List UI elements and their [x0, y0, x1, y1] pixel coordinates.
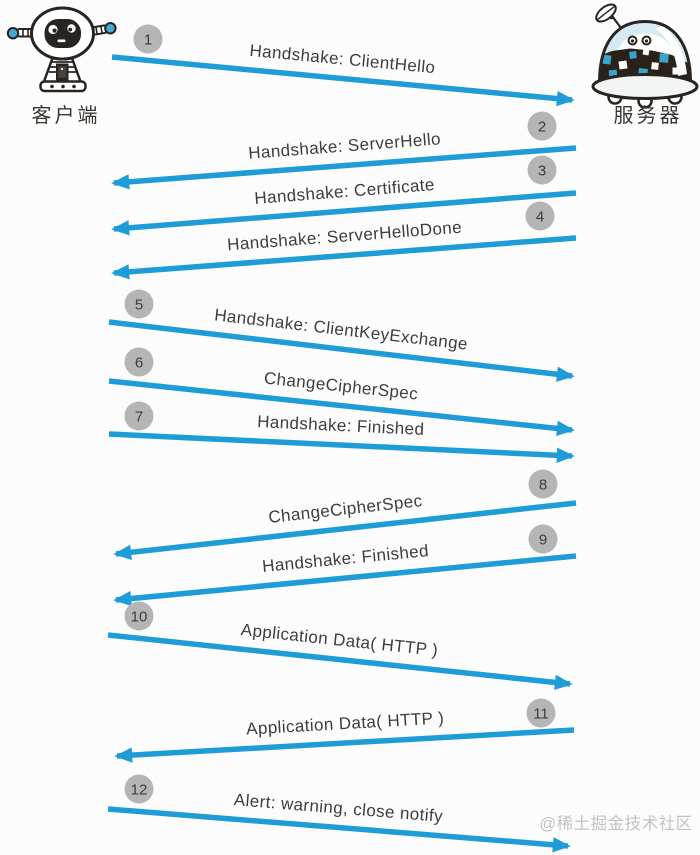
step-number-badge [124, 289, 154, 319]
step-number: 4 [536, 208, 544, 225]
server-label: 服务器 [614, 104, 683, 127]
step-number: 5 [135, 296, 143, 313]
arrow-client-to-server [108, 319, 575, 382]
arrow-server-to-client [111, 190, 577, 236]
step-number: 1 [144, 31, 152, 48]
step-number: 6 [135, 354, 143, 371]
arrow-server-to-client [111, 235, 577, 280]
arrow-client-to-server [107, 632, 573, 691]
arrow-server-to-client [111, 145, 577, 190]
step-number-badge [124, 774, 154, 804]
arrow-client-to-server [107, 806, 571, 853]
step-number-badge [527, 111, 557, 141]
step-number: 9 [539, 531, 547, 548]
message-label: Handshake: Finished [257, 412, 425, 439]
client-robot-icon [6, 6, 117, 93]
step-number-badge [124, 601, 154, 631]
step-number: 8 [539, 476, 547, 493]
step-number: 7 [135, 408, 143, 425]
watermark: @稀土掘金技术社区 [539, 814, 692, 833]
server-highlight-stripe [655, 26, 687, 76]
robot-mouth [57, 39, 66, 43]
step-number: 10 [131, 608, 148, 625]
robot-face [44, 19, 81, 48]
antenna-ball-left [6, 27, 20, 40]
step-number-badge [124, 401, 154, 431]
step-number-badge [133, 24, 163, 54]
step-number-badge [528, 469, 558, 499]
step-number-badge [525, 201, 555, 231]
step-number: 3 [538, 162, 546, 179]
arrow-server-to-client [113, 553, 577, 607]
server-robot-icon [591, 3, 699, 109]
arrow-client-to-server [108, 378, 575, 437]
arrow-server-to-client [113, 500, 577, 560]
antenna-ball-right [104, 22, 117, 35]
message-label: Application Data( HTTP ) [246, 708, 445, 738]
step-number: 2 [538, 118, 546, 135]
arrow-server-to-client [114, 727, 575, 763]
message-row-11: Application Data( HTTP ) 11 [114, 698, 575, 763]
step-number: 12 [131, 781, 148, 798]
arrow-client-to-server [111, 54, 575, 107]
arrow-client-to-server [108, 431, 575, 463]
step-number-badge [527, 155, 557, 185]
message-row-10: Application Data( HTTP )10 [107, 601, 573, 691]
message-label: Handshake: Certificate [254, 175, 436, 208]
step-number: 11 [533, 705, 549, 722]
step-number-badge [528, 524, 558, 554]
step-number-badge [124, 347, 154, 377]
step-number-badge [526, 698, 556, 728]
server-saucer [591, 73, 699, 100]
message-row-7: Handshake: Finished 7 [108, 401, 575, 463]
client-label: 客户端 [32, 104, 101, 127]
